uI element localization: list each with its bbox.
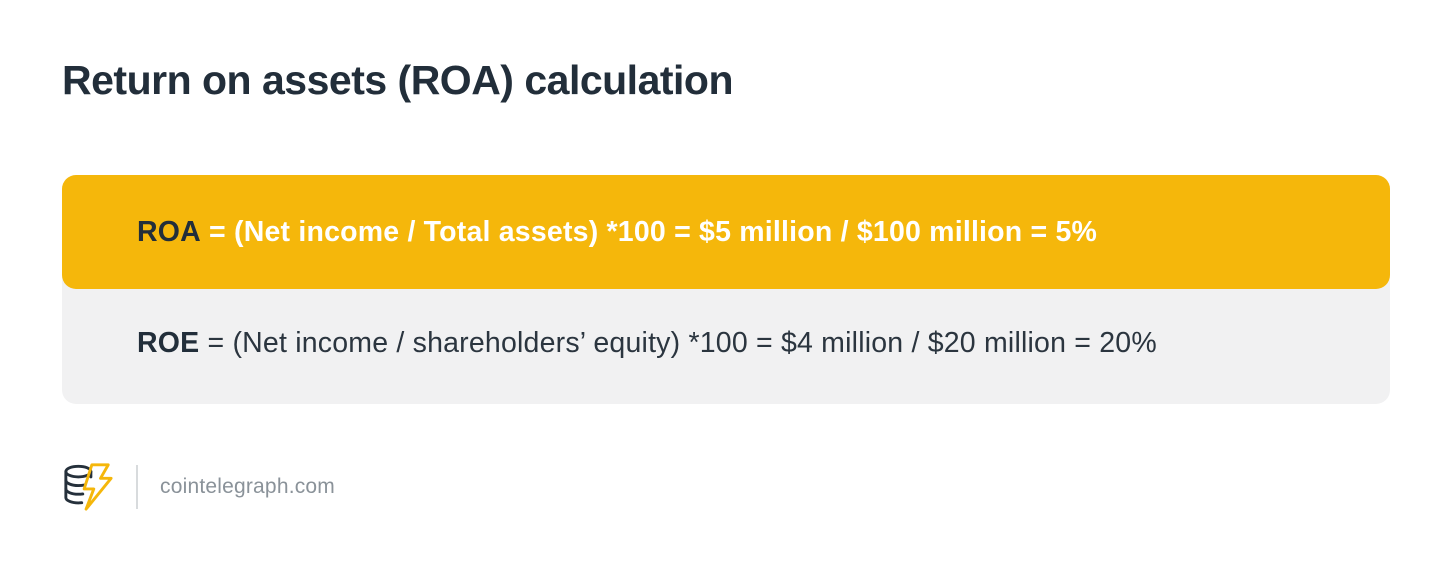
roe-formula: ROE = (Net income / shareholders’ equity… [137, 327, 1157, 360]
roe-formula-text: = (Net income / shareholders’ equity) *1… [199, 327, 1157, 359]
roa-label: ROA [137, 215, 201, 248]
cointelegraph-logo [62, 461, 114, 513]
roa-formula-panel: ROA = (Net income / Total assets) *100 =… [62, 175, 1390, 289]
page-title: Return on assets (ROA) calculation [62, 57, 734, 103]
footer-branding: cointelegraph.com [62, 460, 335, 514]
footer-site-url: cointelegraph.com [160, 475, 335, 498]
coin-stack-lightning-icon [64, 463, 113, 511]
roa-formula-text: = (Net income / Total assets) *100 = $5 … [200, 215, 1098, 248]
roa-formula: ROA = (Net income / Total assets) *100 =… [137, 216, 1097, 249]
footer-divider [136, 465, 138, 509]
roe-label: ROE [137, 327, 200, 359]
